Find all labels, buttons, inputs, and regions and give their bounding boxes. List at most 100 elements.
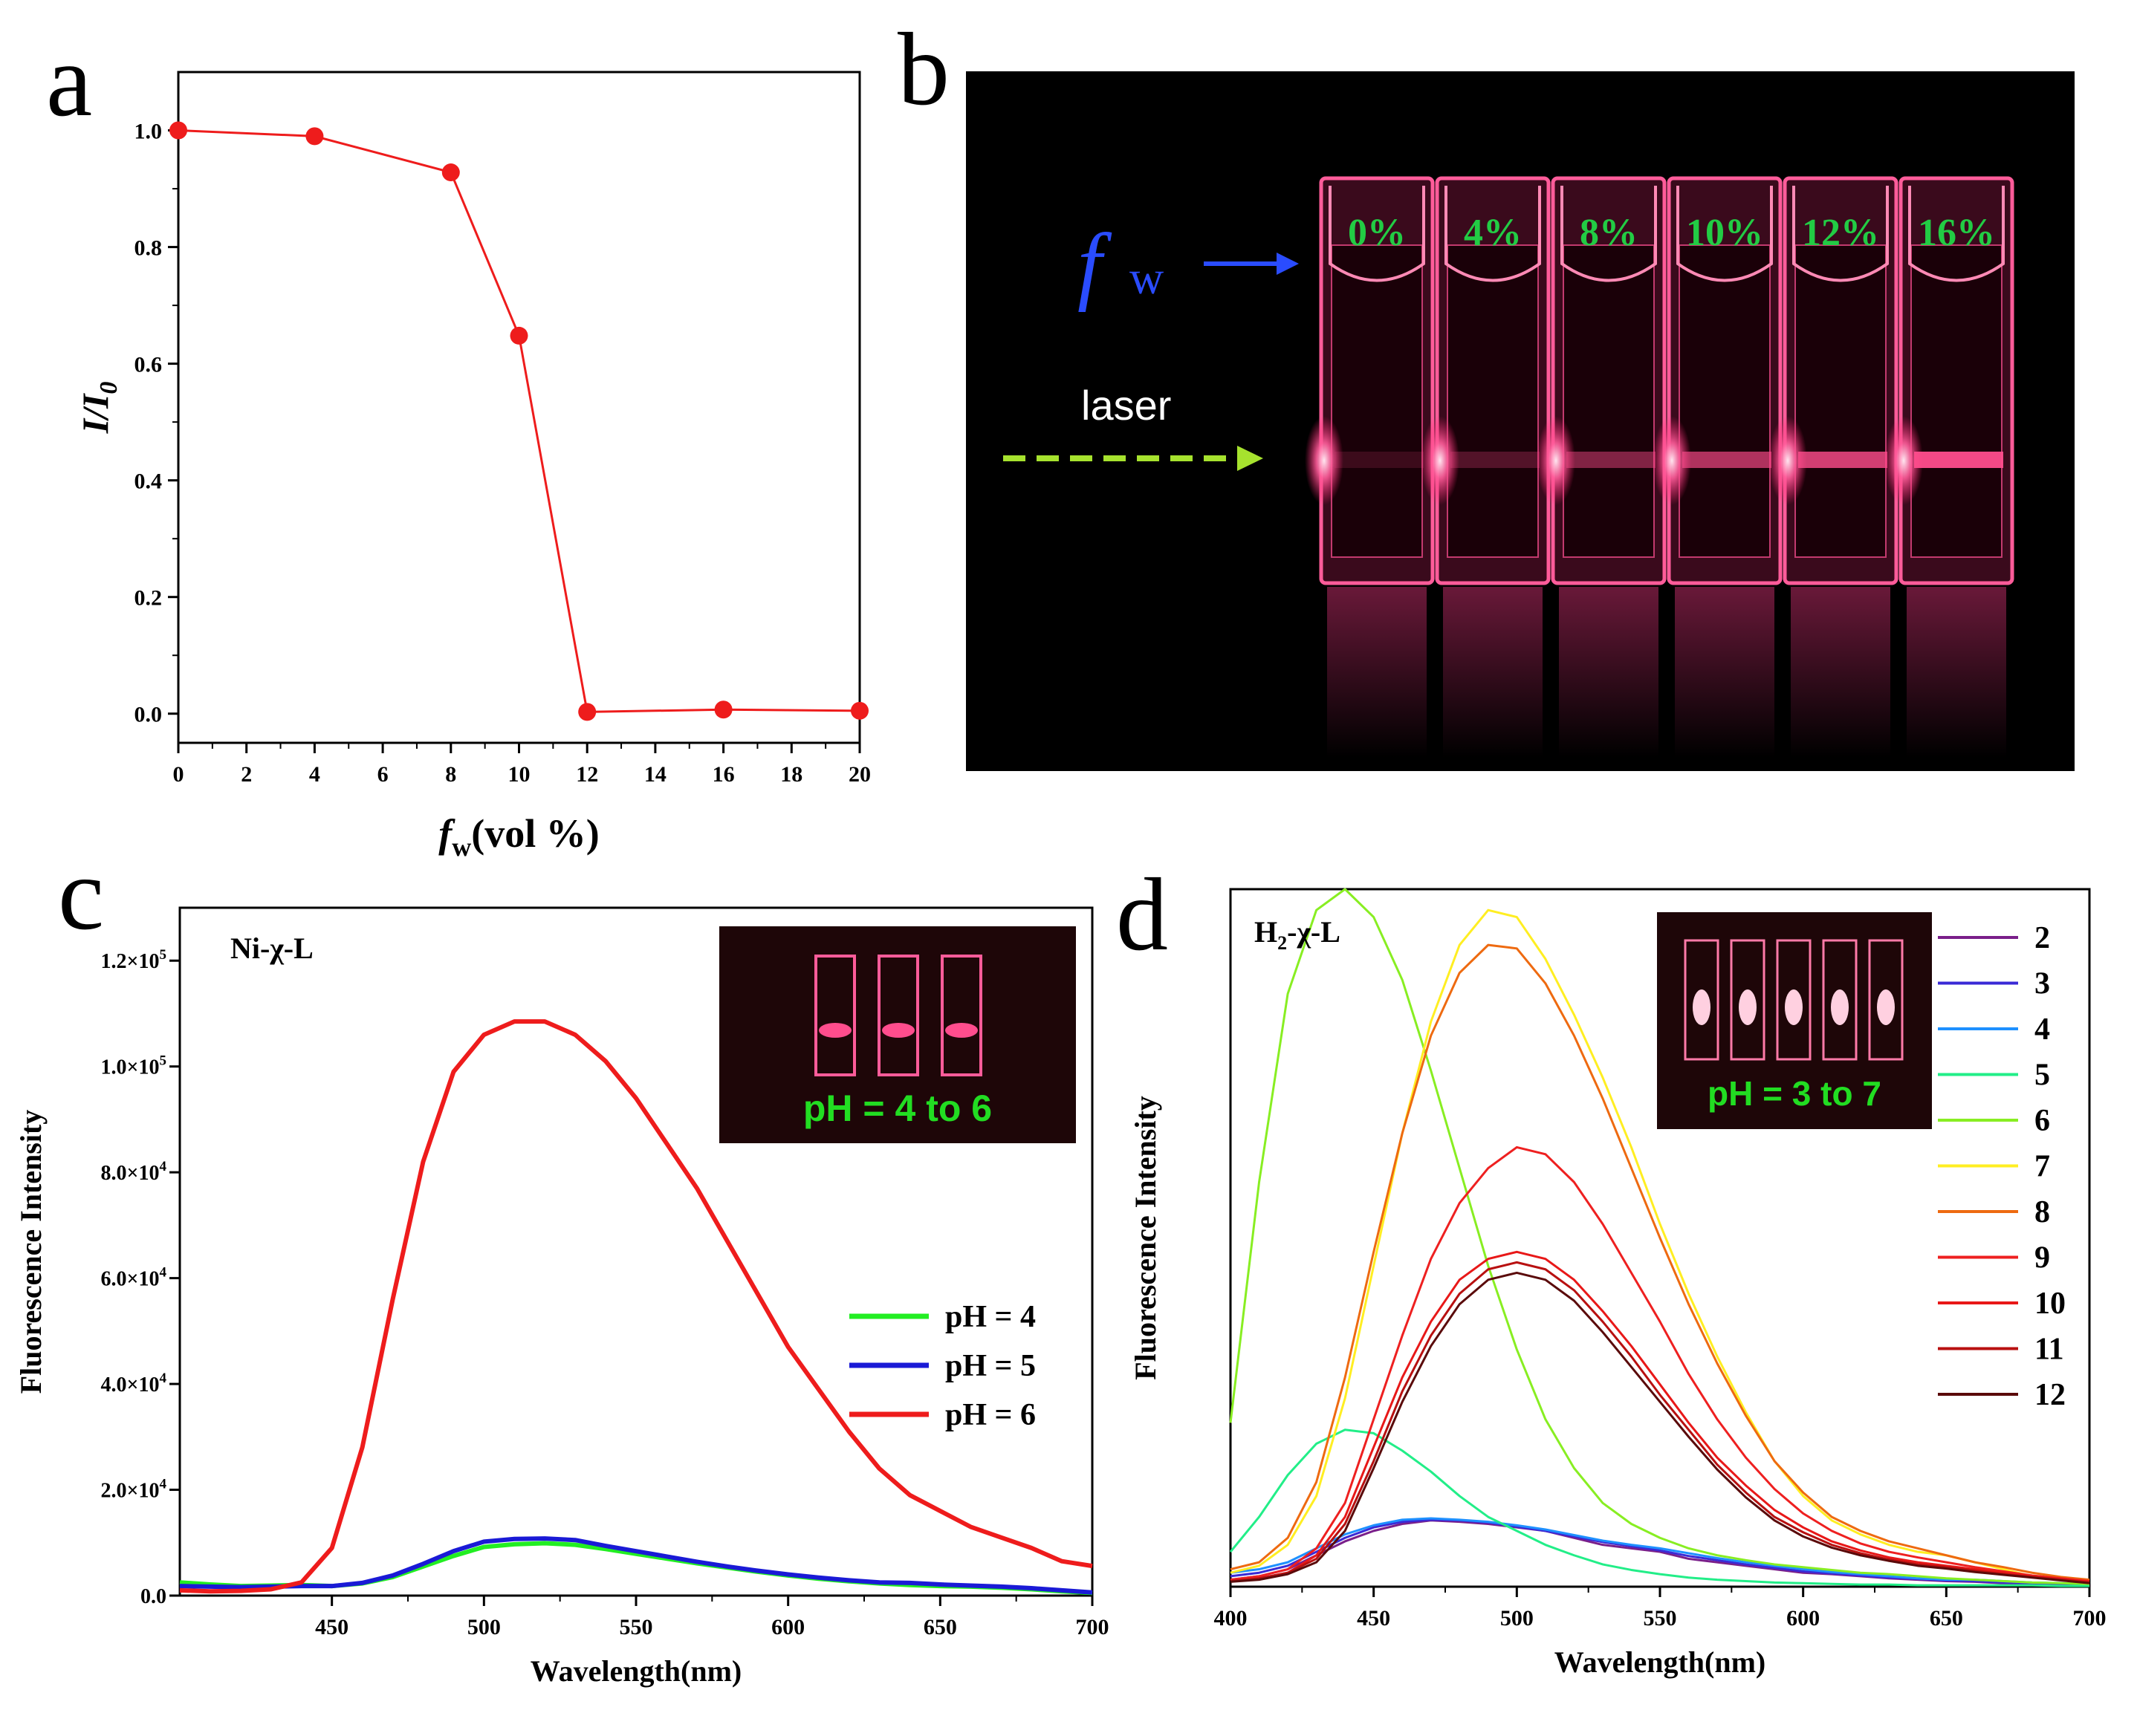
cuvette-label-4: 12% [1802, 212, 1879, 254]
y-axis-label: Fluorescence Intensity [14, 1110, 48, 1394]
inset-label: pH = 4 to 6 [803, 1088, 992, 1129]
cuvette-meniscus [1444, 186, 1541, 282]
x-tick-label: 650 [924, 1615, 957, 1639]
laser-label: laser [1081, 382, 1171, 429]
cuvette-label-3: 10% [1686, 212, 1763, 254]
legend-label: 8 [2034, 1195, 2050, 1229]
y-tick-label: 2.0×104 [101, 1477, 167, 1503]
legend-label: 7 [2034, 1150, 2050, 1184]
laser-spot [1653, 416, 1691, 505]
cuvette-window [1447, 244, 1539, 558]
legend-label: pH = 6 [945, 1398, 1036, 1432]
inset-cuvette [1868, 939, 1904, 1061]
series-line-10 [1230, 1250, 2090, 1583]
legend-label: 11 [2034, 1333, 2064, 1367]
legend-label: 4 [2034, 1012, 2050, 1047]
series-line-5 [1229, 1428, 2089, 1587]
inset-beam [1693, 989, 1710, 1025]
legend-label: 10 [2034, 1287, 2066, 1321]
x-tick-label: 16 [713, 762, 735, 787]
data-point [578, 703, 597, 721]
chart-d: 400 450 500 550 600 650 700 Wavelength(nm) Fluor… [1129, 888, 2107, 1679]
x-tick-label: 550 [620, 1615, 653, 1639]
cuvette-meniscus [1560, 186, 1657, 282]
y-axis-label: Fluorescence Intensity [1129, 1096, 1162, 1380]
inset-beam [819, 1023, 852, 1038]
series-line-9 [1230, 1145, 2090, 1582]
inset-cuvette [814, 955, 856, 1076]
chart-c: 450 500 550 600 650 700 0.0 2.0×104 4.0×104 6.0×1… [14, 906, 1109, 1688]
y-tick-label: 4.0×104 [101, 1371, 167, 1397]
laser-spot [1421, 416, 1459, 505]
x-axis-label: fw(vol %) [438, 811, 599, 862]
series-line-6 [1229, 888, 2090, 1585]
laser-spot [1884, 416, 1923, 505]
cuvette-label-0: 0% [1348, 212, 1406, 254]
y-tick-label: 0.8 [134, 236, 163, 261]
data-point [441, 163, 460, 182]
inset-cuvette [878, 955, 919, 1076]
inset-beam [1739, 989, 1757, 1025]
cuvette-label-1: 4% [1464, 212, 1522, 254]
laser-beam [1798, 452, 1887, 468]
x-tick-label: 20 [849, 762, 871, 787]
chart-a: 0 2 4 6 8 10 12 14 16 18 20 0.0 0.2 0.4 0.6 0.8 1.0 fw(vo… [74, 71, 871, 862]
reflection [1907, 587, 2006, 758]
x-tick-label: 10 [508, 762, 531, 787]
y-tick-label: 1.0×105 [101, 1053, 166, 1079]
series-line-4 [1230, 1517, 2090, 1585]
fw-arrow-head [1277, 253, 1299, 275]
x-tick-label: 0 [173, 762, 184, 787]
laser-beam [1566, 452, 1656, 468]
y-tick-label: 1.0 [134, 120, 163, 144]
cuvette-label-2: 8% [1580, 212, 1638, 254]
cuvette-label-5: 16% [1918, 212, 1995, 254]
reflection [1443, 587, 1543, 758]
inset-beam [1877, 989, 1895, 1025]
cuvette-window [1679, 244, 1771, 558]
x-tick-label: 8 [445, 762, 456, 787]
laser-beam [1450, 452, 1540, 468]
plot-frame [177, 71, 861, 744]
inset-beam [1831, 989, 1849, 1025]
data-point [851, 701, 869, 720]
legend-label: 6 [2034, 1104, 2050, 1138]
inset-beam [1785, 989, 1803, 1025]
fw-subscript: w [1129, 251, 1164, 304]
data-point [169, 121, 187, 140]
series-line-12 [1230, 1271, 2090, 1584]
x-tick-label: 12 [576, 762, 598, 787]
x-tick-label: 4 [309, 762, 320, 787]
x-tick-label: 650 [1930, 1606, 1963, 1631]
panel-letter-b: b [898, 12, 950, 127]
laser-arrow-head [1237, 446, 1263, 471]
inset-beam [882, 1023, 915, 1038]
sample-label: H2-χ-L [1254, 915, 1340, 954]
cuvette-window [1910, 244, 2003, 558]
data-point [305, 127, 324, 146]
inset-cuvette [1684, 939, 1719, 1061]
panel-letter-a: a [46, 23, 92, 138]
panel-letter-c: c [58, 836, 104, 952]
cuvette-meniscus [1329, 186, 1425, 282]
cuvette-window [1563, 244, 1655, 558]
laser-beam [1914, 452, 2003, 468]
data-point [510, 326, 528, 345]
cuvette-photo: 0% 4% 8% 10% 12% 16% f w laser [966, 71, 2075, 771]
legend-label: 5 [2034, 1059, 2050, 1093]
x-tick-label: 700 [2073, 1606, 2107, 1631]
legend-label: 2 [2034, 921, 2050, 955]
x-tick-label: 14 [644, 762, 667, 787]
x-tick-label: 500 [1500, 1606, 1534, 1631]
cuvette-meniscus [1676, 186, 1773, 282]
series-line-pH6 [179, 1019, 1093, 1594]
x-axis-label: Wavelength(nm) [531, 1654, 742, 1688]
reflection [1559, 587, 1658, 758]
laser-beam [1335, 452, 1424, 468]
x-tick-label: 700 [1076, 1615, 1109, 1639]
inset-beam [945, 1023, 978, 1038]
data-point [714, 700, 733, 719]
y-tick-label: 0.0 [140, 1585, 166, 1608]
y-tick-label: 8.0×104 [101, 1159, 167, 1185]
